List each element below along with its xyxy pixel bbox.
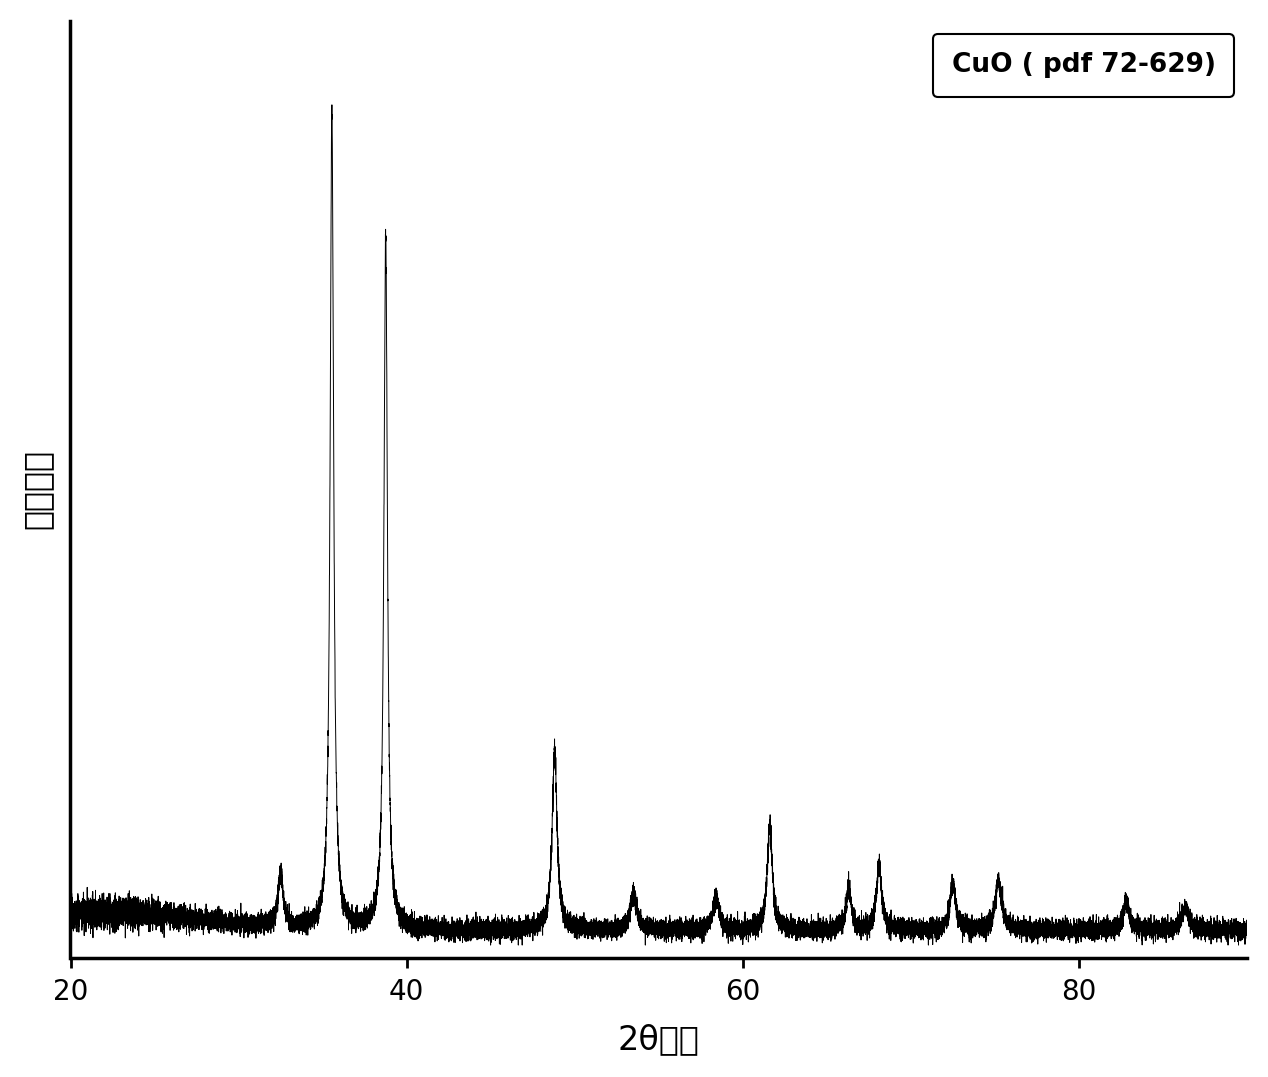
Legend: CuO ( pdf 72-629): CuO ( pdf 72-629): [933, 34, 1234, 97]
Y-axis label: 相对强度: 相对强度: [20, 449, 53, 529]
X-axis label: 2θ角度: 2θ角度: [618, 1023, 700, 1057]
